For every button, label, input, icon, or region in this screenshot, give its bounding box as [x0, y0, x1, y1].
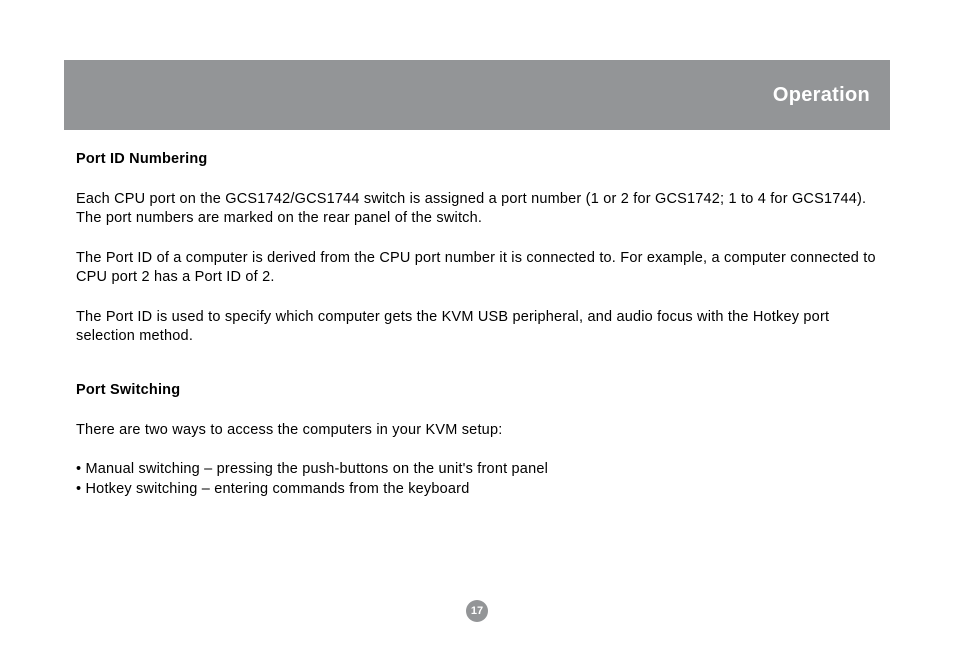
paragraph-port-switching-intro: There are two ways to access the compute… — [76, 421, 882, 441]
paragraph-port-id-3: The Port ID is used to specify which com… — [76, 308, 882, 347]
bullet-item-manual: • Manual switching – pressing the push-b… — [76, 460, 882, 480]
bullet-list: • Manual switching – pressing the push-b… — [76, 460, 882, 499]
header-title: Operation — [773, 84, 870, 107]
paragraph-port-id-2: The Port ID of a computer is derived fro… — [76, 249, 882, 288]
content-area: Port ID Numbering Each CPU port on the G… — [76, 150, 882, 499]
paragraph-port-id-1: Each CPU port on the GCS1742/GCS1744 swi… — [76, 190, 882, 229]
section-port-switching: Port Switching There are two ways to acc… — [76, 381, 882, 499]
section-heading-port-id: Port ID Numbering — [76, 150, 882, 170]
bullet-item-hotkey: • Hotkey switching – entering commands f… — [76, 480, 882, 500]
page-number-label: 17 — [471, 605, 483, 617]
section-heading-port-switching: Port Switching — [76, 381, 882, 401]
header-bar: Operation — [64, 60, 890, 130]
page-number-badge: 17 — [466, 600, 488, 622]
